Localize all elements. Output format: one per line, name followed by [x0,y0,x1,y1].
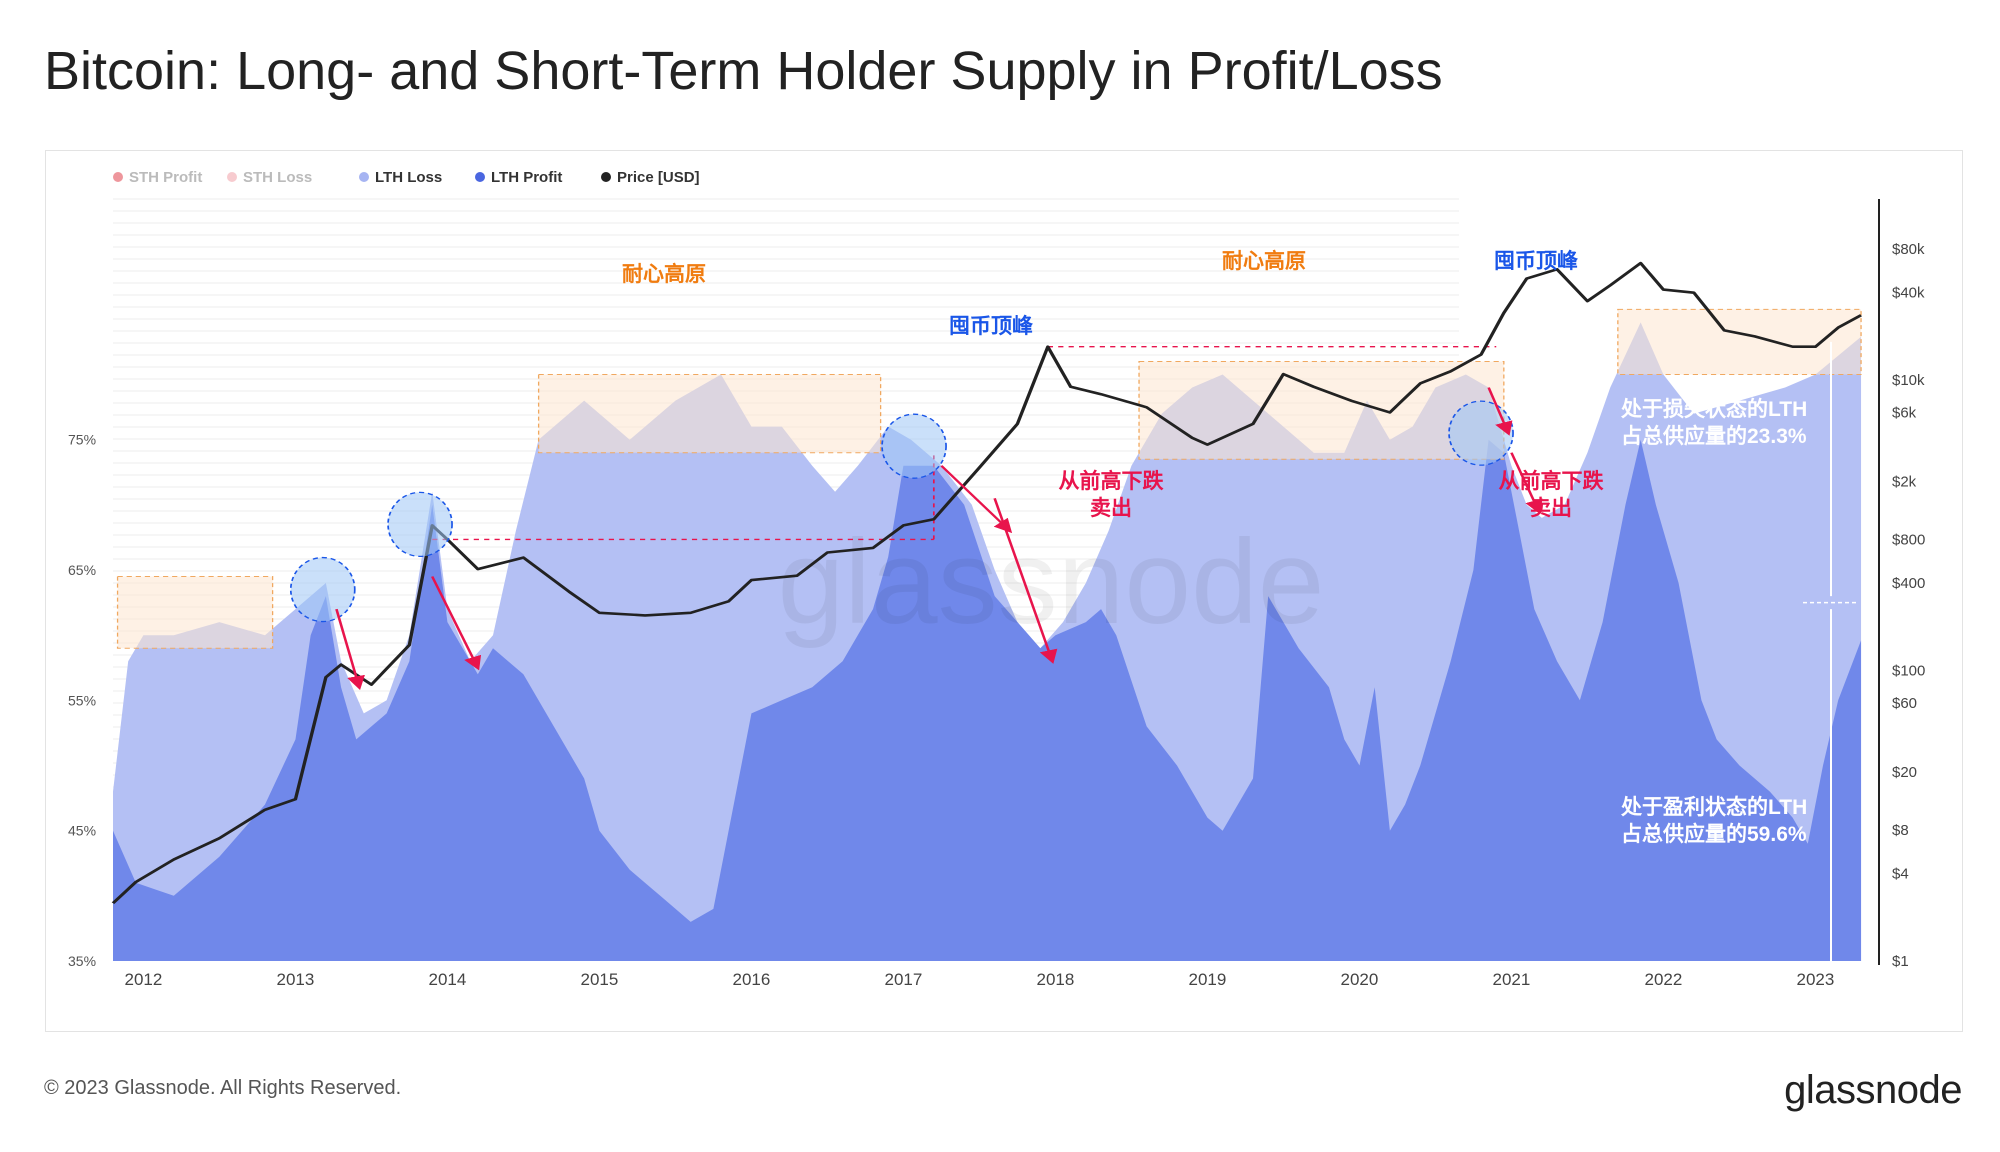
sell-arrow [1510,452,1543,514]
sell-arrow [993,498,1058,664]
sellout-label: 从前高下跌 [1499,469,1605,493]
peak-circle [387,491,453,558]
sellout-label: 卖出 [1090,497,1132,520]
watermark: glassnode [777,515,1324,649]
x-tick-label: 2020 [1340,970,1378,989]
y-right-tick-label: $100 [1892,663,1925,680]
x-tick-label: 2023 [1796,970,1834,989]
sell-arrow [335,608,365,691]
y-right-tick-label: $800 [1892,531,1925,548]
y-right-tick-label: $4 [1892,866,1909,883]
y-right-tick-label: $20 [1892,764,1917,781]
plateau-label: 耐心高原 [622,262,706,286]
legend-swatch [113,172,123,182]
x-tick-label: 2022 [1644,970,1682,989]
legend-swatch [475,172,485,182]
peak-label: 囤币顶峰 [1494,249,1578,273]
y-right-tick-label: $80k [1892,241,1925,258]
y-right-tick-label: $40k [1892,285,1925,302]
legend-swatch [359,172,369,182]
area-series [113,322,1862,961]
plateau-label: 耐心高原 [1222,249,1306,273]
y-right-tick-label: $2k [1892,474,1917,491]
plateau-boxes [116,308,1862,649]
legend: STH Profit STH Loss LTH Loss LTH Profit Pric… [113,169,700,186]
plateau-box [1138,360,1505,460]
legend-label: Price [USD] [617,169,700,186]
axes: 2012 2013 2014 2015 2016 2017 2018 2019 2020 2021… [68,199,1925,989]
chart-frame: glassnode 2012 2013 2014 2015 2016 2017 2018 20… [45,150,1963,1032]
page-title: Bitcoin: Long- and Short-Term Holder Sup… [44,41,1443,101]
peak-circles [289,400,1514,623]
price-series-line [111,261,1863,905]
peak-circle [881,413,947,479]
legend-label: STH Profit [129,169,202,186]
x-tick-label: 2017 [884,970,922,989]
x-tick-label: 2019 [1188,970,1226,989]
sell-arrows [335,387,1543,691]
legend-label: LTH Loss [375,169,442,186]
x-tick-label: 2012 [124,970,162,989]
loss-note: 占总供应量的23.3% [1621,424,1807,448]
y-right-tick-label: $400 [1892,575,1925,592]
peak-circle [289,556,356,623]
plateau-box [1617,308,1862,375]
legend-label: LTH Profit [491,169,562,186]
y-right-tick-label: $10k [1892,372,1925,389]
y-right-tick-label: $1 [1892,953,1909,970]
sellout-label: 从前高下跌 [1059,469,1165,493]
copyright: © 2023 Glassnode. All Rights Reserved. [44,1077,402,1099]
profit-note: 占总供应量的59.6% [1621,822,1807,846]
y-left-tick-label: 75% [68,432,96,448]
annotations: 耐心高原耐心高原囤币顶峰囤币顶峰从前高下跌卖出从前高下跌卖出处于损失状态的LTH… [622,249,1807,846]
y-left-tick-label: 65% [68,562,96,578]
y-right-tick-label: $60 [1892,695,1917,712]
chart-svg: glassnode 2012 2013 2014 2015 2016 2017 2018 20… [68,169,1925,989]
legend-swatch [227,172,237,182]
sell-arrow [940,465,1013,534]
profit-note: 处于盈利状态的LTH [1620,795,1807,819]
x-tick-label: 2014 [428,970,466,989]
x-tick-label: 2018 [1036,970,1074,989]
y-left-tick-label: 35% [68,953,96,969]
legend-swatch [601,172,611,182]
lth-profit-area [113,439,1862,961]
price-line [111,261,1863,905]
y-left-tick-label: 45% [68,823,96,839]
sellout-label: 卖出 [1530,497,1572,520]
x-tick-label: 2015 [580,970,618,989]
plateau-box [116,576,274,649]
peak-circle [1448,400,1514,466]
x-tick-label: 2016 [732,970,770,989]
loss-note: 处于损失状态的LTH [1620,397,1807,421]
y-left-tick-label: 55% [68,692,96,708]
plateau-box [537,374,882,454]
y-right-tick-label: $8 [1892,822,1909,839]
brand-logo: glassnode [1784,1068,1962,1112]
peak-label: 囤币顶峰 [949,314,1033,338]
y-right-tick-label: $6k [1892,404,1917,421]
x-tick-label: 2021 [1492,970,1530,989]
x-tick-label: 2013 [276,970,314,989]
sell-arrow [430,576,482,671]
legend-label: STH Loss [243,169,312,186]
sell-arrow [1487,387,1513,436]
